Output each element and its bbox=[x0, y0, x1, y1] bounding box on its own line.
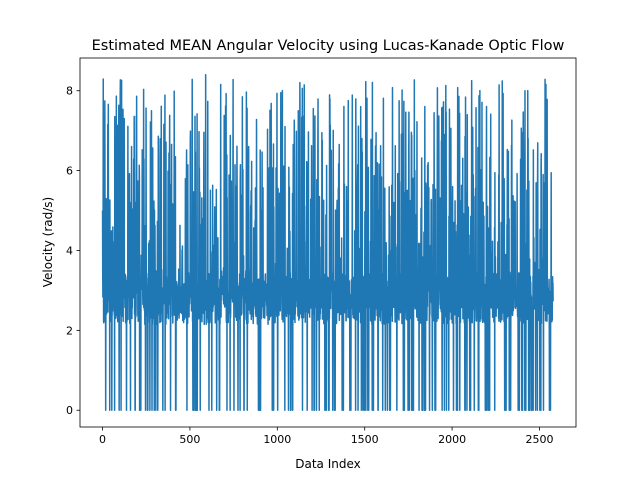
y-axis-label: Velocity (rad/s) bbox=[41, 197, 55, 287]
x-axis-ticks: 0 500 1000 1500 2000 2500 bbox=[99, 427, 553, 446]
x-tick-label: 2000 bbox=[438, 433, 466, 446]
x-tick-label: 500 bbox=[179, 433, 200, 446]
y-tick-label: 2 bbox=[66, 324, 73, 337]
axes-frame bbox=[79, 57, 577, 428]
x-axis-label: Data Index bbox=[295, 457, 361, 471]
x-tick-label: 0 bbox=[99, 433, 106, 446]
y-axis-ticks: 0 2 4 6 8 bbox=[66, 85, 80, 417]
y-tick-label: 4 bbox=[66, 244, 73, 257]
x-tick-label: 2500 bbox=[525, 433, 553, 446]
x-tick-label: 1500 bbox=[351, 433, 379, 446]
series-layer bbox=[101, 74, 554, 411]
velocity-series-line bbox=[101, 74, 554, 411]
x-tick-label: 1000 bbox=[263, 433, 291, 446]
y-tick-label: 8 bbox=[66, 85, 73, 98]
chart-title: Estimated MEAN Angular Velocity using Lu… bbox=[92, 38, 565, 54]
y-tick-label: 0 bbox=[66, 404, 73, 417]
y-tick-label: 6 bbox=[66, 165, 73, 178]
